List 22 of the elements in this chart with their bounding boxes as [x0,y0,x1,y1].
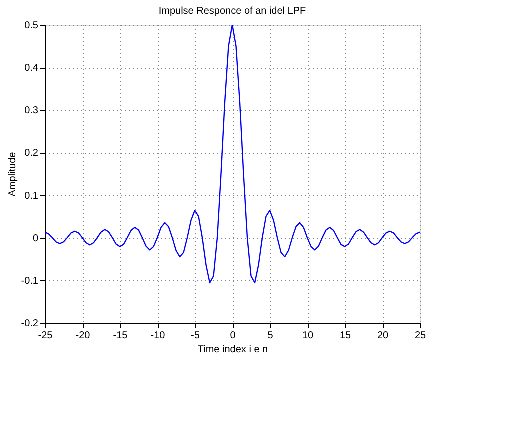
y-tick-label: 0.4 [24,63,39,74]
y-tick-label: 0 [32,233,39,244]
x-tick-label: -15 [113,330,128,342]
x-tick-label: 15 [340,330,352,342]
y-tick-label: 0.3 [24,106,39,117]
y-tick-label: -0.2 [21,318,39,330]
x-tick-label: 0 [230,330,236,342]
y-tick-label: 0.1 [24,190,39,202]
x-tick-label: 10 [302,330,314,342]
x-axis-title: Time index i e n [198,344,268,356]
y-axis-title: Amplitude [7,152,18,197]
x-tick-label: -10 [150,330,166,342]
y-tick-label: -0.1 [21,276,39,287]
x-tick-label: -5 [191,330,200,342]
y-tick-label: 0.2 [24,148,39,160]
x-tick-label: -25 [38,330,54,342]
y-tick-label: 0.5 [24,20,39,32]
x-tick-label: -20 [76,330,91,342]
x-tick-label: 5 [268,330,274,342]
x-tick-label: 25 [414,330,426,342]
x-tick-label: 20 [377,330,389,342]
chart-title: Impulse Responce of an idel LPF [158,6,306,17]
